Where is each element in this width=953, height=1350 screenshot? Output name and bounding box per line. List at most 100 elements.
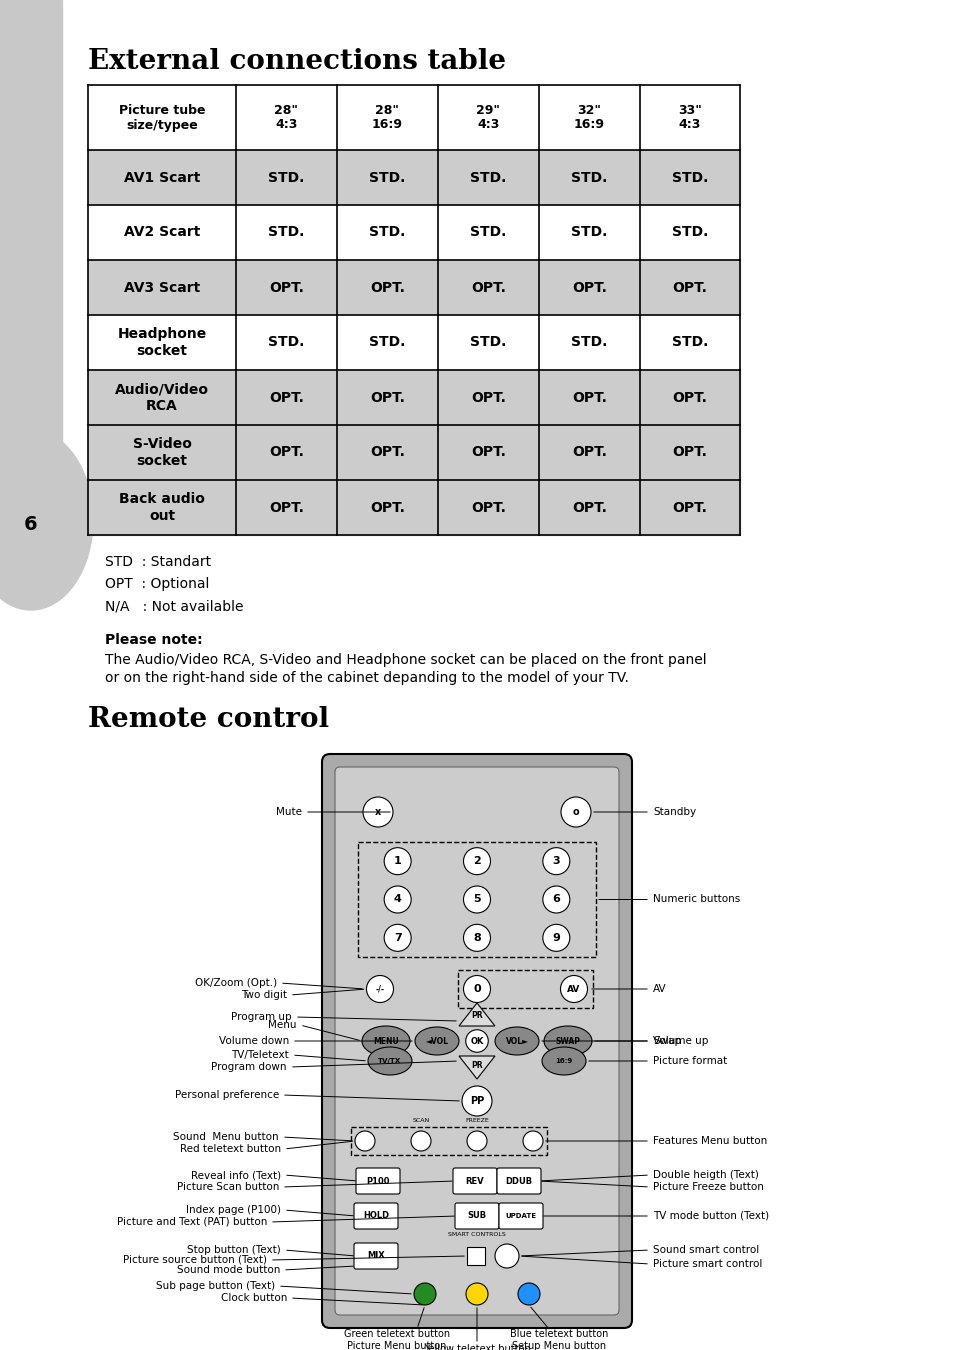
Text: MIX: MIX — [367, 1251, 384, 1261]
Text: 32"
16:9: 32" 16:9 — [574, 104, 604, 131]
Text: or on the right-hand side of the cabinet depanding to the model of your TV.: or on the right-hand side of the cabinet… — [105, 671, 628, 684]
Circle shape — [542, 848, 569, 875]
Text: OPT.: OPT. — [370, 446, 404, 459]
Text: STD.: STD. — [470, 336, 506, 350]
Text: External connections table: External connections table — [88, 49, 506, 76]
Text: OPT.: OPT. — [370, 390, 404, 405]
Circle shape — [414, 1282, 436, 1305]
Text: OPT  : Optional: OPT : Optional — [105, 576, 209, 591]
Circle shape — [366, 976, 393, 1003]
Text: o: o — [572, 807, 578, 817]
Text: OK/Zoom (Opt.): OK/Zoom (Opt.) — [194, 977, 276, 988]
Text: Menu: Menu — [268, 1021, 296, 1030]
Text: Clock button: Clock button — [220, 1293, 287, 1303]
Text: AV1 Scart: AV1 Scart — [124, 170, 200, 185]
Text: x: x — [375, 807, 381, 817]
Circle shape — [467, 1131, 486, 1152]
Text: Program down: Program down — [212, 1062, 287, 1072]
Text: 8: 8 — [473, 933, 480, 942]
Bar — [467, 1247, 484, 1265]
Circle shape — [384, 925, 411, 952]
Circle shape — [384, 886, 411, 913]
Text: OPT.: OPT. — [269, 446, 304, 459]
Text: Picture source button (Text): Picture source button (Text) — [123, 1256, 267, 1265]
Bar — [88, 150, 740, 205]
Text: AV: AV — [567, 984, 580, 994]
Text: REV: REV — [465, 1176, 484, 1185]
Text: OPT.: OPT. — [672, 281, 707, 294]
Text: Double heigth (Text): Double heigth (Text) — [652, 1170, 758, 1180]
Bar — [457, 971, 593, 1008]
Bar — [88, 370, 740, 425]
Text: Picture format: Picture format — [652, 1056, 726, 1066]
Text: TV/Teletext: TV/Teletext — [231, 1050, 289, 1060]
Circle shape — [560, 796, 590, 828]
Text: HOLD: HOLD — [362, 1211, 389, 1220]
Text: 6: 6 — [24, 516, 38, 535]
Text: Personal preference: Personal preference — [174, 1089, 278, 1100]
Text: OPT.: OPT. — [269, 281, 304, 294]
Text: 2: 2 — [473, 856, 480, 867]
FancyBboxPatch shape — [335, 767, 618, 1315]
Text: OPT.: OPT. — [672, 446, 707, 459]
Text: Picture Freeze button: Picture Freeze button — [652, 1183, 763, 1192]
Text: Mute: Mute — [275, 807, 302, 817]
Text: STD.: STD. — [571, 225, 607, 239]
Text: DDUB: DDUB — [505, 1176, 532, 1185]
Ellipse shape — [415, 1027, 458, 1054]
Circle shape — [542, 886, 569, 913]
Text: OPT.: OPT. — [672, 501, 707, 514]
Text: Back audio
out: Back audio out — [119, 493, 205, 522]
Text: Numeric buttons: Numeric buttons — [652, 895, 740, 905]
Text: Picture tube
size/typee: Picture tube size/typee — [118, 104, 205, 131]
Bar — [351, 1127, 546, 1156]
Text: STD.: STD. — [671, 170, 707, 185]
Circle shape — [522, 1131, 542, 1152]
Text: FREEZE: FREEZE — [465, 1119, 488, 1123]
Text: 6: 6 — [552, 895, 559, 905]
Circle shape — [461, 1085, 492, 1116]
Text: PR: PR — [471, 1011, 482, 1021]
Text: 33"
4:3: 33" 4:3 — [678, 104, 701, 131]
Text: STD.: STD. — [369, 170, 405, 185]
Text: OPT.: OPT. — [370, 501, 404, 514]
Text: Picture Scan button: Picture Scan button — [176, 1183, 278, 1192]
Text: Picture smart control: Picture smart control — [652, 1260, 761, 1269]
Text: Audio/Video
RCA: Audio/Video RCA — [115, 382, 209, 413]
Text: PR: PR — [471, 1061, 482, 1071]
Circle shape — [517, 1282, 539, 1305]
Bar — [88, 85, 740, 150]
Text: Features Menu button: Features Menu button — [652, 1135, 766, 1146]
Text: OPT.: OPT. — [672, 390, 707, 405]
Text: Standby: Standby — [652, 807, 696, 817]
Circle shape — [463, 848, 490, 875]
Text: STD.: STD. — [268, 170, 304, 185]
Text: AV3 Scart: AV3 Scart — [124, 281, 200, 294]
Bar — [88, 481, 740, 535]
Circle shape — [463, 886, 490, 913]
Text: Index page (P100): Index page (P100) — [186, 1206, 281, 1215]
Text: UPDATE: UPDATE — [505, 1214, 536, 1219]
Circle shape — [355, 1131, 375, 1152]
Bar — [357, 842, 596, 957]
Text: 0: 0 — [473, 984, 480, 994]
Circle shape — [465, 1282, 488, 1305]
Text: 7: 7 — [394, 933, 401, 942]
Bar — [88, 261, 740, 315]
Text: N/A   : Not available: N/A : Not available — [105, 599, 243, 613]
FancyBboxPatch shape — [354, 1203, 397, 1228]
Text: STD.: STD. — [671, 336, 707, 350]
Text: Red teletext button: Red teletext button — [180, 1143, 281, 1154]
Text: OPT.: OPT. — [269, 501, 304, 514]
Text: Volume down: Volume down — [218, 1035, 289, 1046]
Text: OPT.: OPT. — [471, 281, 505, 294]
FancyBboxPatch shape — [355, 1168, 399, 1193]
Text: Yellow teletext button
Program table button: Yellow teletext button Program table but… — [423, 1345, 530, 1350]
Text: The Audio/Video RCA, S-Video and Headphone socket can be placed on the front pan: The Audio/Video RCA, S-Video and Headpho… — [105, 653, 706, 667]
Text: 16:9: 16:9 — [555, 1058, 572, 1064]
Text: Volume up: Volume up — [652, 1035, 708, 1046]
Circle shape — [542, 925, 569, 952]
Text: OPT.: OPT. — [471, 390, 505, 405]
Bar — [88, 315, 740, 370]
Bar — [88, 425, 740, 481]
